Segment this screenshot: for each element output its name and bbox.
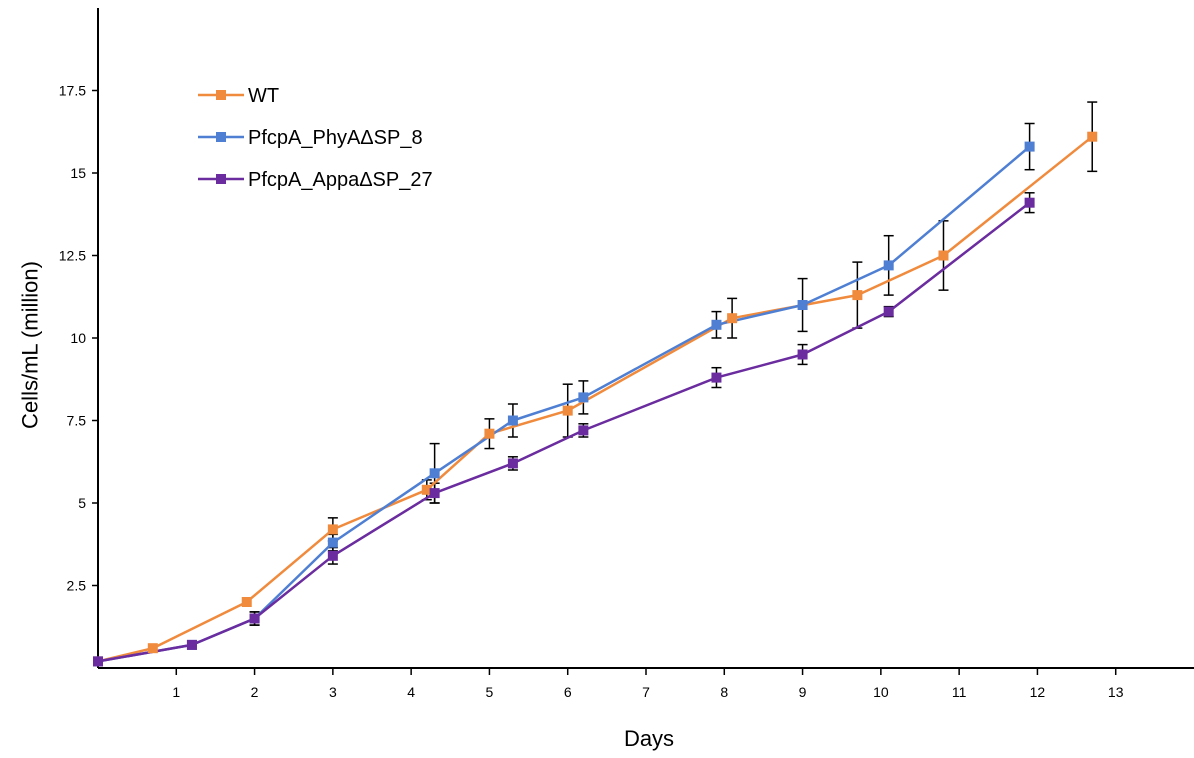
- legend-label: WT: [248, 85, 279, 107]
- axes: [97, 8, 1194, 669]
- x-ticks: 1 2 3 4 5 6 7 8 9 10 11 12 13: [172, 668, 1124, 700]
- data-point: [797, 349, 808, 360]
- data-point: [727, 313, 738, 324]
- data-point: [883, 306, 894, 317]
- y-tick-label: 2.5: [67, 578, 87, 594]
- data-point: [562, 405, 573, 416]
- x-tick-label: 7: [642, 684, 650, 700]
- data-point: [429, 488, 440, 499]
- legend-marker: [216, 174, 226, 184]
- legend-label: PfcpA_PhyAΔSP_8: [248, 127, 423, 149]
- x-tick-label: 13: [1108, 684, 1124, 700]
- data-point: [241, 597, 252, 607]
- x-tick-label: 3: [329, 684, 337, 700]
- x-tick-label: 9: [799, 684, 807, 700]
- legend-marker: [216, 132, 226, 142]
- data-point: [429, 468, 440, 479]
- data-point: [93, 656, 103, 667]
- series-lines: [97, 135, 1093, 663]
- y-tick-label: 15: [70, 165, 86, 181]
- x-tick-label: 1: [172, 684, 180, 700]
- data-point: [507, 415, 518, 426]
- data-point: [578, 425, 589, 436]
- series-markers: [93, 131, 1098, 667]
- data-point: [852, 290, 863, 301]
- data-point: [249, 613, 260, 624]
- x-tick-label: 12: [1030, 684, 1046, 700]
- y-tick-label: 7.5: [67, 413, 87, 429]
- data-point: [711, 319, 722, 330]
- data-point: [327, 550, 338, 561]
- series-line-0: [97, 135, 1093, 663]
- legend-label: PfcpA_AppaΔSP_27: [248, 169, 433, 191]
- x-tick-label: 10: [873, 684, 889, 700]
- data-point: [186, 639, 197, 650]
- data-point: [711, 372, 722, 383]
- x-tick-label: 8: [720, 684, 728, 700]
- series-line-2: [97, 201, 1031, 663]
- x-axis-title: Days: [624, 726, 674, 751]
- data-point: [883, 260, 894, 271]
- data-point: [1024, 141, 1035, 152]
- data-point: [147, 643, 158, 654]
- y-tick-label: 17.5: [59, 83, 86, 99]
- y-tick-label: 10: [70, 330, 86, 346]
- y-axis-title: Cells/mL (million): [18, 261, 43, 429]
- error-bars: [249, 101, 1098, 626]
- x-tick-label: 6: [564, 684, 572, 700]
- data-point: [797, 300, 808, 310]
- legend: WT PfcpA_PhyAΔSP_8 PfcpA_AppaΔSP_27: [198, 85, 433, 191]
- data-point: [327, 537, 338, 548]
- data-point: [421, 484, 432, 495]
- x-tick-label: 11: [952, 684, 967, 700]
- data-point: [327, 524, 338, 535]
- data-point: [578, 392, 589, 403]
- data-point: [484, 428, 495, 439]
- y-ticks: 2.5 5 7.5 10 12.5 15 17.5: [59, 83, 98, 594]
- y-tick-label: 5: [78, 495, 86, 511]
- data-point: [938, 250, 949, 261]
- x-tick-label: 4: [407, 684, 415, 700]
- x-tick-label: 2: [251, 684, 259, 700]
- data-point: [507, 458, 518, 469]
- legend-marker: [216, 90, 226, 100]
- y-tick-label: 12.5: [59, 248, 86, 264]
- series-line-1: [97, 145, 1031, 663]
- x-tick-label: 5: [486, 684, 494, 700]
- data-point: [1024, 197, 1035, 208]
- data-point: [1087, 131, 1098, 142]
